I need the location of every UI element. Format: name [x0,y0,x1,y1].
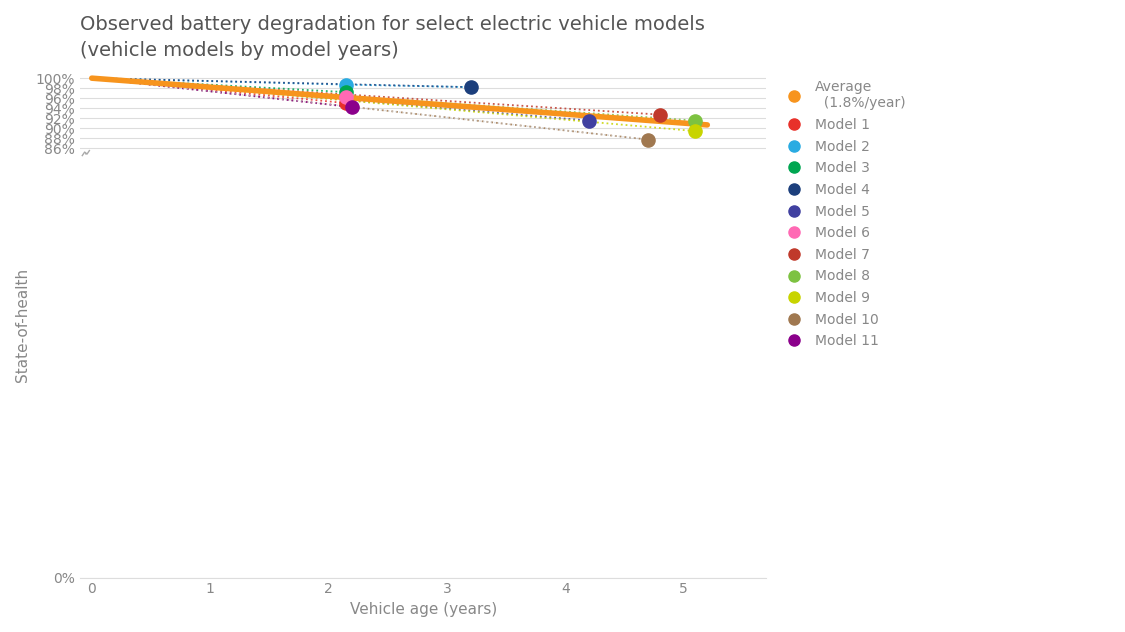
Point [461,82,479,92]
Point [343,102,361,112]
Point [651,109,669,119]
Point [686,126,704,136]
Point [338,87,356,97]
Text: Observed battery degradation for select electric vehicle models
(vehicle models : Observed battery degradation for select … [80,15,704,61]
Legend: Average
  (1.8%/year), Model 1, Model 2, Model 3, Model 4, Model 5, Model 6, Mod: Average (1.8%/year), Model 1, Model 2, M… [781,80,906,348]
Point [338,92,356,102]
Point [338,80,356,90]
Point [579,116,597,126]
X-axis label: Vehicle age (years): Vehicle age (years) [350,602,497,617]
Point [686,116,704,126]
Point [639,135,657,145]
Point [338,98,356,108]
Y-axis label: State-of-health: State-of-health [15,269,30,382]
